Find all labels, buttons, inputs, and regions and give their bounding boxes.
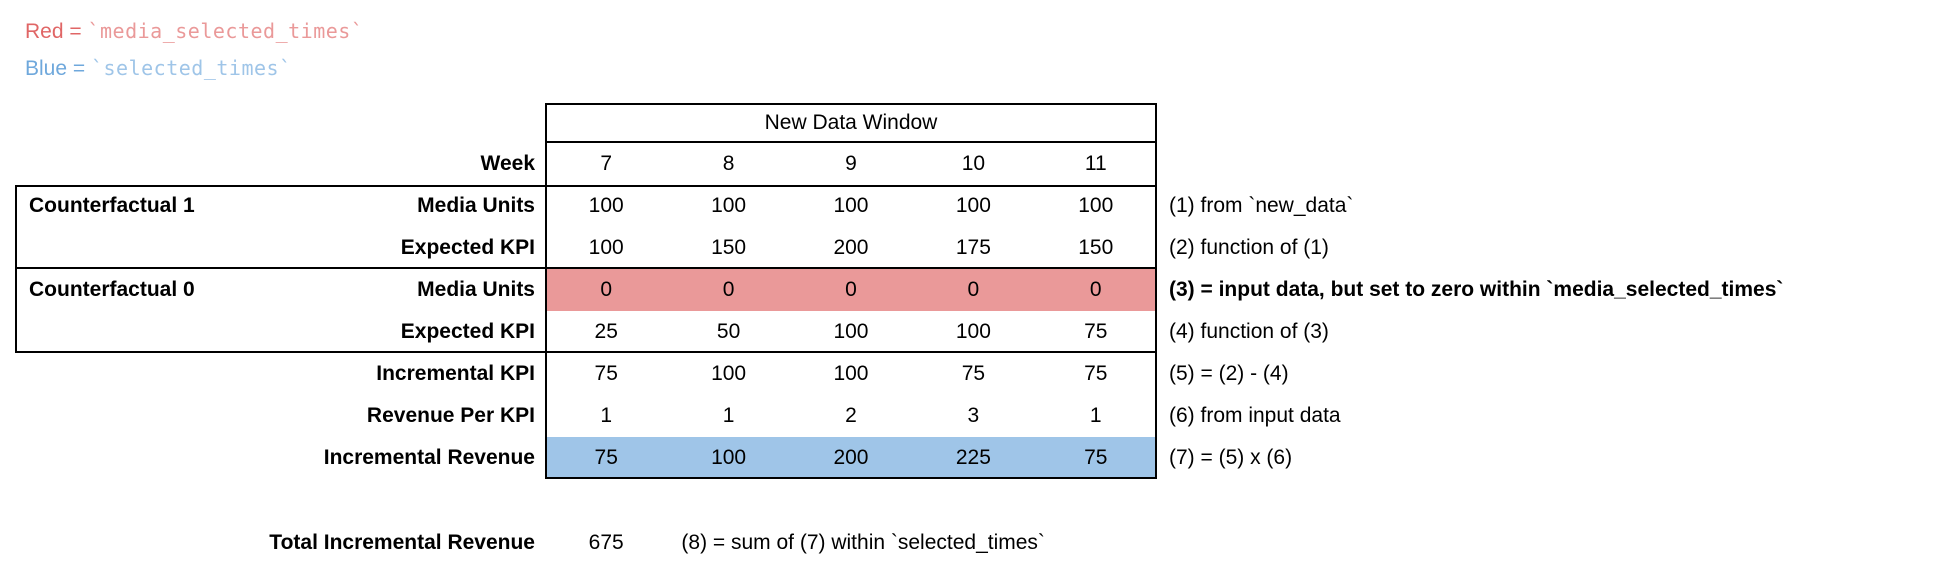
legend: Red = `media_selected_times` Blue = `sel…: [25, 13, 363, 87]
table-row-incremental-revenue: Incremental Revenue 75 100 200 225 75 (7…: [15, 437, 1945, 479]
week-row: Week 7 8 9 10 11: [15, 143, 1945, 185]
legend-blue-code: `selected_times`: [90, 56, 292, 80]
legend-red-line: Red = `media_selected_times`: [25, 13, 363, 50]
cell-value: 1: [722, 404, 735, 427]
row-label: Expected KPI: [400, 320, 535, 343]
legend-red-label: Red =: [25, 20, 88, 43]
cell-value: 50: [716, 320, 741, 343]
table-row-incremental-kpi: Incremental KPI 75 100 100 75 75 (5) = (…: [15, 353, 1945, 395]
cell-value: 150: [711, 236, 747, 259]
table-row-cf1-media-units: Counterfactual 1 Media Units 100 100 100…: [15, 185, 1945, 227]
cell-value: 75: [594, 362, 618, 385]
week-number: 8: [722, 152, 735, 175]
row-note: (6) from input data: [1169, 404, 1341, 427]
total-value: 675: [588, 531, 624, 554]
row-label: Media Units: [417, 194, 535, 217]
cell-value: 75: [1084, 446, 1108, 469]
row-values: 100 150 200 175 150: [545, 227, 1157, 269]
row-values-red-highlight: 0 0 0 0 0: [545, 269, 1157, 311]
row-label: Media Units: [417, 278, 535, 301]
cell-value: 175: [955, 236, 991, 259]
cell-value: 75: [1084, 362, 1108, 385]
row-label: Incremental KPI: [376, 362, 535, 385]
row-note: (7) = (5) x (6): [1169, 446, 1293, 469]
cell-value: 75: [594, 446, 618, 469]
week-values: 7 8 9 10 11: [545, 143, 1157, 185]
cell-value: 25: [594, 320, 618, 343]
row-label: Incremental Revenue: [323, 446, 535, 469]
week-label: Week: [480, 152, 535, 175]
cell-value: 0: [600, 278, 613, 301]
cell-value: 0: [722, 278, 735, 301]
cell-value: 200: [833, 446, 869, 469]
row-note: (1) from `new_data`: [1169, 194, 1354, 217]
cell-value: 100: [588, 194, 624, 217]
cell-value: 225: [955, 446, 991, 469]
cell-value: 100: [711, 194, 747, 217]
row-values: 75 100 100 75 75: [545, 353, 1157, 395]
week-number: 7: [600, 152, 613, 175]
table-row-cf0-media-units: Counterfactual 0 Media Units 0 0 0 0 0 (…: [15, 269, 1945, 311]
row-values-blue-highlight: 75 100 200 225 75: [545, 437, 1157, 479]
cell-value: 150: [1078, 236, 1114, 259]
table-row-cf0-expected-kpi: Expected KPI 25 50 100 100 75 (4) functi…: [15, 311, 1945, 353]
header-row: New Data Window: [15, 103, 1945, 143]
cell-value: 75: [1084, 320, 1108, 343]
row-values: 25 50 100 100 75: [545, 311, 1157, 353]
table-row-revenue-per-kpi: Revenue Per KPI 1 1 2 3 1 (6) from input…: [15, 395, 1945, 437]
row-note: (5) = (2) - (4): [1169, 362, 1289, 385]
cell-value: 100: [833, 194, 869, 217]
row-note: (4) function of (3): [1169, 320, 1329, 343]
cell-value: 100: [588, 236, 624, 259]
row-label: Expected KPI: [400, 236, 535, 259]
cell-value: 1: [1089, 404, 1102, 427]
cell-value: 100: [711, 446, 747, 469]
legend-red-code: `media_selected_times`: [87, 19, 364, 43]
week-number: 11: [1084, 152, 1107, 175]
legend-blue-line: Blue = `selected_times`: [25, 50, 363, 87]
row-values: 100 100 100 100 100: [545, 185, 1157, 227]
row-values: 1 1 2 3 1: [545, 395, 1157, 437]
total-label: Total Incremental Revenue: [269, 531, 535, 554]
cell-value: 0: [845, 278, 857, 301]
total-row: Total Incremental Revenue 675 (8) = sum …: [15, 522, 1045, 564]
calculation-table: New Data Window Week 7 8 9 10 11 Counter…: [15, 103, 1945, 479]
legend-blue-label: Blue =: [25, 57, 91, 80]
row-group-label: Counterfactual 0: [29, 278, 195, 301]
table-row-cf1-expected-kpi: Expected KPI 100 150 200 175 150 (2) fun…: [15, 227, 1945, 269]
cell-value: 0: [967, 278, 980, 301]
cell-value: 100: [711, 362, 747, 385]
cell-value: 100: [955, 320, 991, 343]
cell-value: 75: [961, 362, 986, 385]
cell-value: 2: [845, 404, 857, 427]
row-note: (3) = input data, but set to zero within…: [1169, 278, 1784, 301]
cell-value: 1: [600, 404, 613, 427]
cell-value: 200: [833, 236, 869, 259]
cell-value: 100: [833, 362, 869, 385]
row-note: (2) function of (1): [1169, 236, 1329, 259]
cell-value: 100: [955, 194, 991, 217]
cell-value: 100: [1078, 194, 1114, 217]
week-number: 10: [961, 152, 986, 175]
row-label: Revenue Per KPI: [366, 404, 535, 427]
cell-value: 3: [967, 404, 980, 427]
cell-value: 0: [1089, 278, 1102, 301]
week-number: 9: [845, 152, 857, 175]
new-data-window-header: New Data Window: [764, 111, 938, 134]
row-group-label: Counterfactual 1: [29, 194, 195, 217]
cell-value: 100: [833, 320, 869, 343]
total-note: (8) = sum of (7) within `selected_times`: [681, 531, 1045, 554]
